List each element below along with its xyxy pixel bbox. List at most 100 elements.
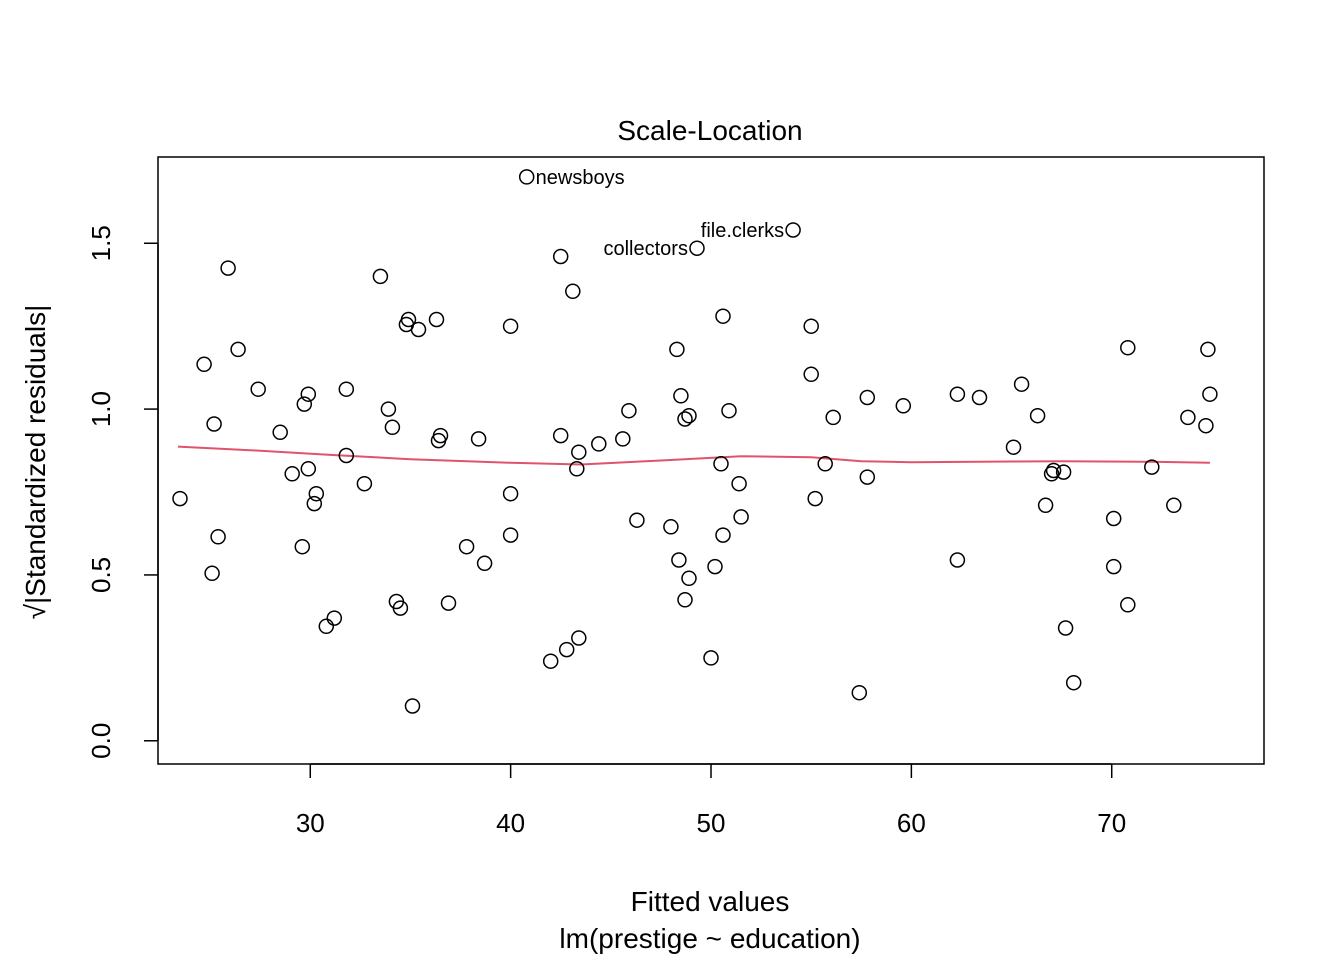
data-point <box>1005 439 1022 455</box>
data-point <box>440 595 457 611</box>
data-point <box>392 600 409 616</box>
data-point <box>470 431 487 447</box>
data-point <box>1055 464 1072 480</box>
data-point <box>196 356 212 373</box>
data-point <box>502 527 519 543</box>
data-point <box>615 431 631 447</box>
data-point <box>707 558 723 575</box>
data-point <box>338 447 355 464</box>
data-point <box>565 283 581 300</box>
data-point <box>1043 466 1060 482</box>
y-tick-label: 1.5 <box>86 225 116 261</box>
data-point <box>807 490 823 507</box>
data-point <box>713 456 729 472</box>
data-point <box>502 485 519 502</box>
data-point <box>372 268 389 285</box>
data-point <box>949 552 966 568</box>
data-point <box>220 260 236 276</box>
chart-title: Scale-Location <box>617 115 802 146</box>
data-point <box>300 461 317 477</box>
data-point <box>1045 462 1062 479</box>
x-tick-label: 40 <box>496 808 525 838</box>
y-axis-title: √|Standardized residuals| <box>20 305 51 620</box>
data-point <box>318 618 335 635</box>
data-point <box>432 427 449 444</box>
data-point <box>502 318 519 334</box>
data-point <box>518 169 535 185</box>
y-tick-label: 0.0 <box>86 723 116 759</box>
data-point <box>1105 510 1122 527</box>
point-annotation: collectors <box>603 238 687 260</box>
point-annotation: newsboys <box>536 167 625 189</box>
data-point <box>703 650 719 666</box>
data-point <box>458 538 475 555</box>
data-point <box>949 386 966 402</box>
data-point <box>715 527 731 543</box>
data-point <box>895 398 912 414</box>
y-axis: 0.0 0.5 1.0 1.5 <box>86 225 159 759</box>
data-point <box>569 461 585 477</box>
data-point <box>681 570 697 587</box>
data-point <box>558 641 575 658</box>
data-point <box>294 538 311 555</box>
data-point <box>859 469 876 485</box>
data-point <box>204 565 220 582</box>
data-point <box>1198 417 1214 434</box>
x-tick-label: 50 <box>697 808 726 838</box>
data-point <box>250 381 266 397</box>
data-point <box>689 240 705 256</box>
x-tick-label: 70 <box>1097 808 1126 838</box>
data-point <box>591 436 607 452</box>
data-point <box>284 466 300 482</box>
data-point <box>306 495 323 512</box>
smooth-line <box>177 445 1210 466</box>
data-point <box>803 366 819 383</box>
data-point <box>1120 339 1136 356</box>
data-point <box>677 411 693 427</box>
data-point <box>629 512 645 528</box>
data-point <box>552 427 569 444</box>
data-point <box>681 407 697 424</box>
data-point <box>721 402 737 419</box>
data-point <box>476 555 493 572</box>
smooth-line-group <box>177 445 1210 466</box>
y-tick-label: 0.5 <box>86 557 116 593</box>
point-annotations: newsboys collectors file.clerks <box>536 167 784 260</box>
data-point <box>1037 497 1054 514</box>
data-point <box>296 396 313 412</box>
data-point <box>172 490 188 507</box>
x-axis-subtitle: lm(prestige ~ education) <box>559 923 860 954</box>
point-annotation: file.clerks <box>701 220 784 242</box>
data-point <box>785 222 801 238</box>
data-point <box>400 311 417 328</box>
data-point <box>669 341 685 358</box>
data-point <box>1013 376 1030 392</box>
x-tick-label: 60 <box>897 808 926 838</box>
data-point <box>326 610 343 626</box>
data-point <box>673 388 689 404</box>
y-tick-label: 1.0 <box>86 391 116 427</box>
data-point <box>621 402 637 419</box>
data-point <box>851 684 868 701</box>
x-tick-label: 30 <box>296 808 325 838</box>
data-point <box>552 248 569 265</box>
data-point <box>1166 497 1182 514</box>
data-point <box>825 409 841 426</box>
data-point <box>308 485 325 502</box>
data-point <box>356 475 373 492</box>
data-point <box>1200 341 1216 358</box>
data-point <box>971 389 988 406</box>
x-axis: 30 40 50 60 70 <box>296 763 1126 838</box>
data-point <box>384 419 401 436</box>
data-point <box>671 552 687 568</box>
x-axis-title: Fitted values <box>631 886 790 917</box>
data-point <box>571 630 587 646</box>
data-point <box>859 389 876 406</box>
data-point <box>300 386 317 402</box>
data-point <box>1120 597 1136 613</box>
data-point <box>1144 459 1160 475</box>
data-point <box>410 321 427 338</box>
data-point <box>230 341 246 358</box>
data-point <box>428 311 445 328</box>
